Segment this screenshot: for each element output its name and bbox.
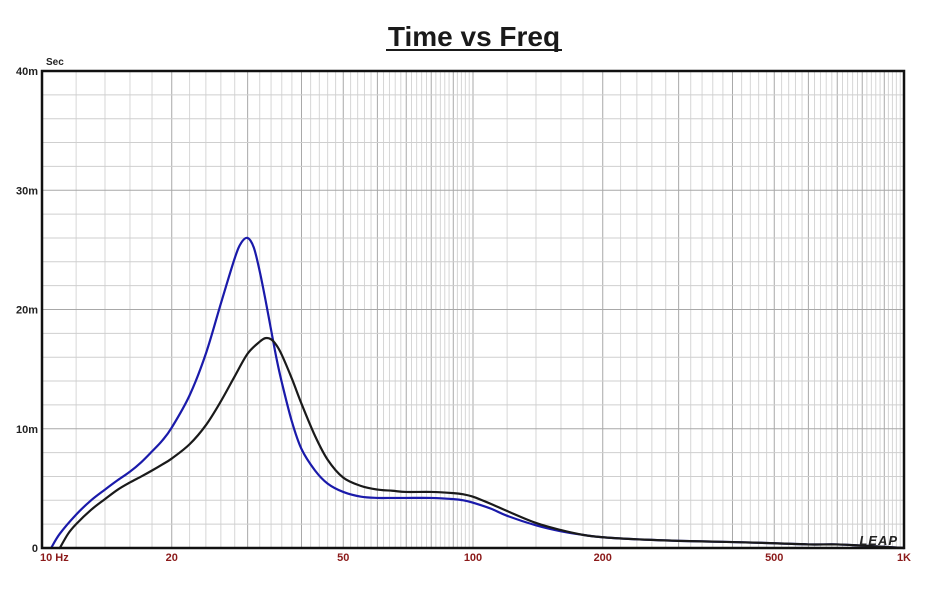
chart-title: Time vs Freq [388, 21, 560, 52]
series-line-2 [58, 336, 906, 550]
series-line-1 [50, 236, 906, 550]
x-tick-label: 10 Hz [40, 552, 69, 564]
x-tick-label: 20 [166, 552, 178, 564]
y-tick-label: 0 [32, 543, 38, 555]
y-tick-label: 30m [16, 185, 38, 197]
y-tick-label: 10m [16, 424, 38, 436]
y-axis-tick-labels: 0 10m 20m 30m 40m [16, 66, 38, 555]
x-tick-label: 50 [337, 552, 349, 564]
y-tick-label: 20m [16, 305, 38, 317]
x-tick-label: 200 [594, 552, 612, 564]
x-tick-label: 1K [897, 552, 911, 564]
x-tick-label: 500 [765, 552, 783, 564]
x-axis-tick-labels: 10 Hz 20 50 100 200 500 1K [40, 552, 911, 564]
plot-grid [42, 71, 904, 548]
y-tick-label: 40m [16, 66, 38, 78]
y-axis-unit-label: Sec [46, 57, 64, 68]
x-tick-label: 100 [464, 552, 482, 564]
leap-watermark: LEAP [859, 533, 898, 548]
plot-frame [40, 69, 906, 550]
series-layer [50, 236, 906, 550]
